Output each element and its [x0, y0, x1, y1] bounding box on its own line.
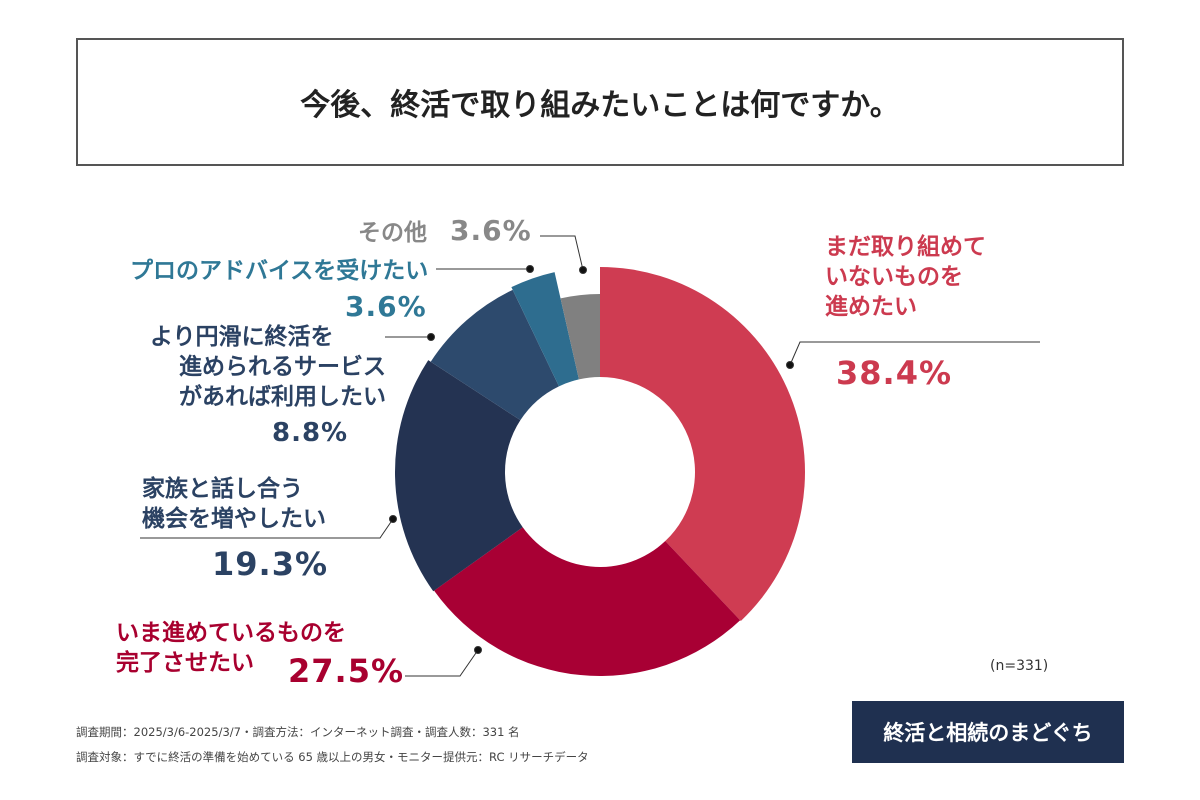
value-label: 27.5%: [288, 652, 405, 690]
leader-dot: [427, 333, 435, 341]
leader-line: [540, 235, 584, 271]
value-label: 38.4%: [836, 354, 953, 392]
label-line: いま進めているものを: [116, 620, 346, 646]
label-line: より円滑に終活を: [150, 324, 334, 350]
donut-slice: [434, 527, 741, 676]
label-line: まだ取り組めて: [825, 234, 986, 260]
label-other: その他: [358, 220, 427, 246]
sample-size: (n=331): [990, 658, 1049, 674]
label-line: があれば利用したい: [179, 384, 386, 410]
donut-slice: [430, 289, 559, 421]
title-box: 今後、終活で取り組みたいことは何ですか。: [76, 38, 1124, 166]
value-label: 3.6%: [345, 290, 427, 323]
label-family: 家族と話し合う 機会を増やしたい: [142, 474, 326, 534]
label-line: 機会を増やしたい: [142, 506, 326, 532]
donut-slice: [600, 267, 805, 621]
label-line: 進められるサービス: [179, 354, 386, 380]
chart-title: 今後、終活で取り組みたいことは何ですか。: [300, 88, 900, 123]
label-line: いないものを: [825, 264, 963, 290]
footer-line-2: 調査対象：すでに終活の準備を始めている 65 歳以上の男女・モニター提供元：RC…: [76, 750, 589, 764]
label-line: 進めたい: [825, 294, 917, 320]
label-line: 完了させたい: [116, 650, 254, 676]
leader-dot: [389, 515, 397, 523]
leader-line: [789, 341, 1040, 366]
leader-line: [140, 518, 394, 539]
value-label: 8.8%: [272, 418, 349, 448]
leader-dot: [786, 361, 794, 369]
donut-slice: [394, 360, 523, 592]
footer-line-1: 調査期間：2025/3/6-2025/3/7・調査方法：インターネット調査・調査…: [76, 725, 520, 739]
brand-logo: 終活と相続のまどぐち: [852, 701, 1124, 763]
donut-slice: [560, 294, 600, 380]
leader-dot: [474, 646, 482, 654]
leader-line: [405, 649, 479, 677]
label-line: 家族と話し合う: [142, 476, 303, 502]
value-label: 19.3%: [212, 545, 329, 583]
label-complete: いま進めているものを 完了させたい: [116, 618, 346, 678]
label-pro: プロのアドバイスを受けたい: [130, 258, 429, 284]
value-label: 3.6%: [450, 214, 532, 247]
leader-dot: [526, 265, 534, 273]
donut-slice: [511, 272, 579, 387]
label-not-yet: まだ取り組めて いないものを 進めたい: [825, 232, 986, 322]
label-service: より円滑に終活を進められるサービス があれば利用したい: [150, 322, 386, 412]
leader-dot: [579, 266, 587, 274]
